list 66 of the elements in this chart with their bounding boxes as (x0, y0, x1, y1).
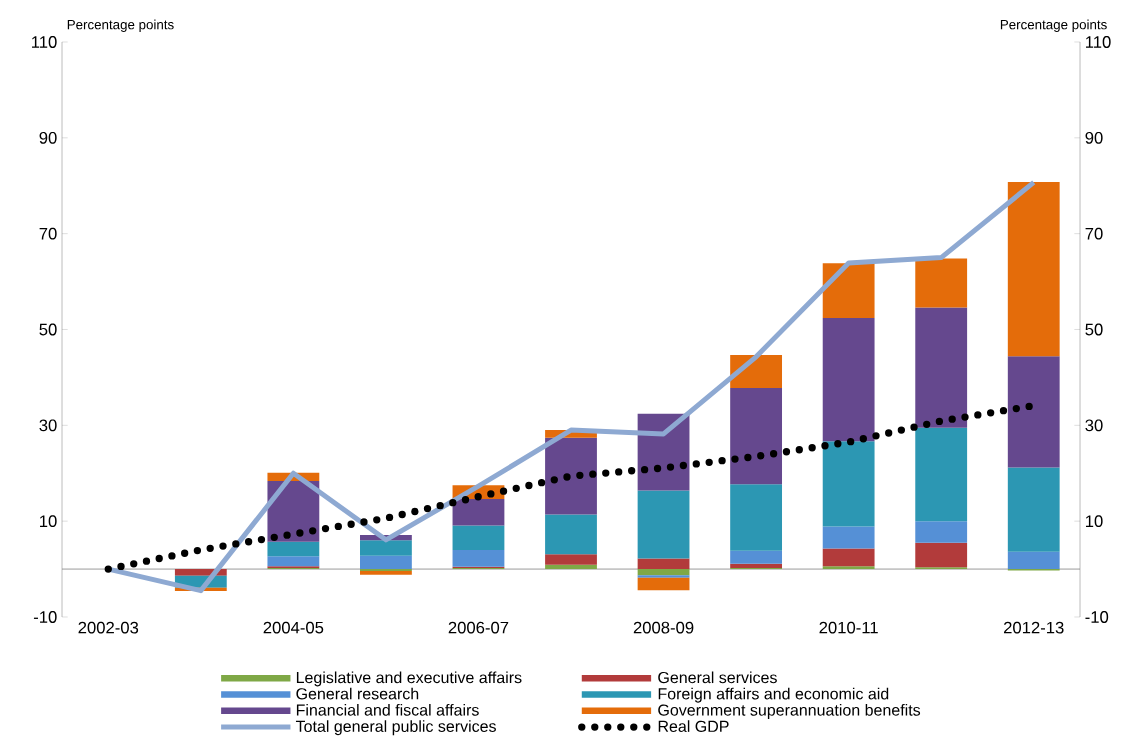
bar (822, 263, 875, 318)
y-tick-label: 30 (39, 419, 57, 432)
bar (637, 490, 690, 559)
bar (360, 540, 412, 556)
bar (545, 514, 597, 555)
y-tick-label: 70 (39, 227, 57, 240)
bar (360, 570, 412, 575)
bar (822, 548, 875, 567)
bar (267, 541, 320, 557)
bar (545, 564, 597, 570)
y2-tick-label: 10 (1086, 515, 1103, 528)
bar (452, 549, 505, 567)
y-axis-title: Percentage points (67, 19, 174, 32)
bar (637, 569, 690, 576)
y2-axis-title: Percentage points (1000, 19, 1107, 32)
bar (1007, 467, 1060, 552)
bar (545, 437, 597, 515)
legend-label: Real GDP (658, 720, 729, 732)
bar (915, 307, 968, 428)
bar (915, 542, 968, 568)
bar (1007, 551, 1060, 570)
bar (915, 427, 968, 522)
legend-label: Legislative and executive affairs (296, 671, 522, 687)
x-tick-label: 2004-05 (263, 621, 324, 634)
legend-label: General research (296, 687, 419, 700)
y2-tick-label: 30 (1085, 419, 1103, 432)
y2-tick-label: 50 (1085, 323, 1103, 336)
bar (730, 550, 783, 564)
y-tick-label: 50 (39, 323, 57, 336)
y2-tick-label: -10 (1085, 611, 1109, 623)
bar (637, 558, 690, 570)
bar (822, 566, 875, 570)
bar (1007, 356, 1060, 468)
bar (822, 317, 875, 442)
y2-tick-label: 90 (1085, 131, 1103, 144)
bar (637, 575, 690, 578)
legend-label: Government superannuation benefits (658, 704, 921, 719)
y-tick-label: -10 (33, 611, 57, 623)
y-tick-label: 10 (40, 515, 57, 528)
bar (452, 499, 505, 526)
x-tick-label: 2002-03 (78, 621, 139, 634)
x-tick-label: 2010-11 (819, 621, 878, 634)
legend-label: General services (658, 671, 777, 684)
bar (267, 556, 320, 567)
bar (452, 525, 505, 550)
legend-label: Financial and fiscal affairs (296, 704, 479, 716)
y2-tick-label: 70 (1085, 227, 1103, 240)
bar (822, 441, 875, 527)
bar (1007, 181, 1060, 357)
x-tick-label: 2006-07 (448, 621, 509, 634)
bar (915, 258, 968, 308)
y2-tick-label: 110 (1086, 36, 1111, 48)
bar (637, 577, 690, 591)
x-tick-label: 2008-09 (633, 621, 694, 634)
bar (822, 526, 875, 549)
bar (915, 521, 968, 543)
bar (730, 387, 783, 485)
bar (545, 554, 597, 565)
bar (730, 563, 783, 569)
y-tick-label: 90 (39, 131, 57, 144)
y-tick-label: 110 (32, 36, 57, 48)
bar (730, 484, 783, 551)
bar (360, 555, 412, 570)
legend-label: Total general public services (295, 720, 496, 736)
legend-label: Foreign affairs and economic aid (658, 687, 889, 703)
x-tick-label: 2012-13 (1003, 621, 1064, 634)
